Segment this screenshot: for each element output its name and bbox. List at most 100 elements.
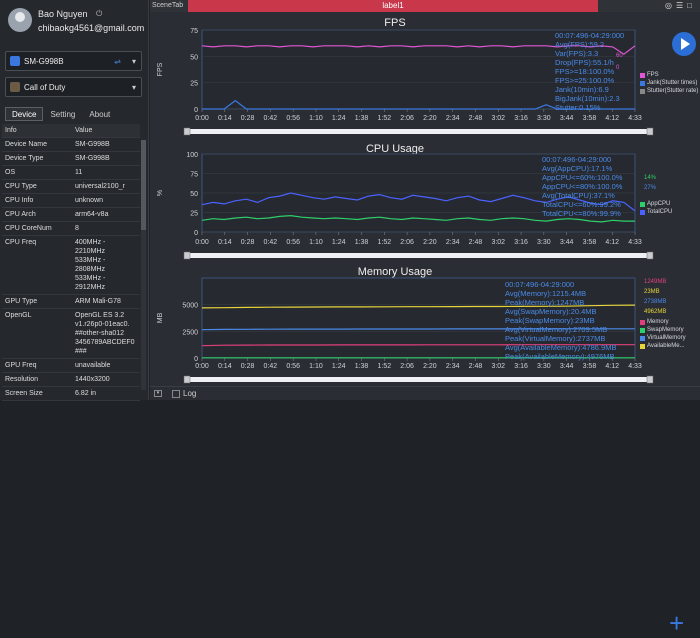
left-panel: Bao Nguyen ⏻ chibaokg4561@gmail.com SM-G… [0,0,149,401]
overlay-stat: FPS>=18:100.0% [555,67,615,76]
power-icon[interactable]: ⏻ [96,9,103,18]
table-header: Info Value [2,124,140,138]
table-row[interactable]: Resolution 1440x3200 [2,373,140,387]
legend-memory[interactable]: Memory [640,318,686,326]
info-value: 6.82 in [75,390,97,397]
label-tab[interactable]: label1 [188,0,598,12]
info-key: Screen Size [5,390,43,397]
scene-tab[interactable]: SceneTab [152,2,184,9]
x-tick-label: 3:44 [560,363,574,370]
x-tick-label: 2:20 [423,115,437,122]
y-axis-label: MB [157,312,164,323]
wifi-icon[interactable]: ⇌ [114,57,121,66]
slider-handle[interactable] [183,375,191,384]
menu-icon[interactable]: ☰ [675,1,688,10]
table-row[interactable]: OS 11 [2,166,140,180]
table-row[interactable]: CPU CoreNum 8 [2,222,140,236]
series-line-availablememory [201,304,636,309]
legend-totalcpu[interactable]: TotalCPU [640,208,672,216]
add-button[interactable]: + [669,608,685,638]
x-tick-label: 2:48 [469,363,483,370]
legend-appcpu[interactable]: AppCPU [640,200,672,208]
overlay-stat: Avg(AvailableMemory):4786.9MB [505,343,617,352]
info-value: unavailable [75,362,111,369]
table-row[interactable]: CPU Arch arm64-v8a [2,208,140,222]
location-icon[interactable]: ◎ [665,1,676,10]
info-key: GPU Type [5,298,38,305]
log-label: Log [183,389,197,398]
table-row[interactable]: CPU Freq 400MHz - 2210MHz 533MHz - 2808MH… [2,236,140,295]
dropdown-toggle[interactable]: ▾ [154,390,162,397]
x-tick-label: 3:30 [537,363,551,370]
x-tick-label: 0:28 [241,363,255,370]
legend-available[interactable]: AvailableMe... [640,342,686,350]
slider-handle[interactable] [646,127,654,136]
x-tick-label: 1:24 [332,115,346,122]
table-row[interactable]: Device Name SM-G998B [2,138,140,152]
memory-title: Memory Usage [357,266,433,278]
overlay-stat: Avg(VirtualMemory):2709.5MB [505,325,608,334]
timeline-slider[interactable] [184,253,653,258]
series-line-fps [201,45,636,55]
x-tick-label: 3:16 [514,115,528,122]
x-tick-label: 3:44 [560,115,574,122]
x-tick-label: 3:58 [583,239,597,246]
legend-jank[interactable]: Jank(Stutter times) [640,79,698,87]
timeline-slider[interactable] [184,377,653,382]
x-tick-label: 3:30 [537,239,551,246]
cpu-chart[interactable]: 0 25 50 75 100% 0:00 0:14 0:28 0:42 0:56 1:10 1:24 1… [150,140,700,264]
overlay-stat: 00:07:496-04:29:000 [505,280,575,289]
overlay-stat: Peak(SwapMemory):23MB [505,316,595,325]
tab-about[interactable]: About [89,110,111,119]
fps-chart[interactable]: 0 25 50 75 FPS 0:00 0:14 0:28 0:42 0:56 1:10 1:24 1:… [150,14,700,140]
legend-fps[interactable]: FPS [640,71,698,79]
chevron-down-icon: ▾ [131,57,136,66]
x-tick-label: 2:20 [423,239,437,246]
table-row[interactable]: Device Type SM-G998B [2,152,140,166]
table-row[interactable]: OpenGL OpenGL ES 3.2 v1.r26p0-01eac0. ##o… [2,309,140,359]
play-button[interactable] [672,32,696,56]
table-row[interactable]: CPU Info unknown [2,194,140,208]
app-select-value: Call of Duty [24,83,66,92]
tab-setting[interactable]: Setting [50,110,76,119]
overlay-stat: Peak(AvailableMemory):4976MB [505,352,615,361]
device-info-table: Info Value Device Name SM-G998B Device Typ… [2,124,140,401]
table-row[interactable]: CPU Type universal2100_r [2,180,140,194]
x-tick-label: 3:16 [514,363,528,370]
log-checkbox[interactable] [172,390,180,398]
fps-panel: FPS 0 25 50 75 FPS 0:00 0:14 0:28 0:42 0:56 1:10 1:… [150,14,700,140]
x-tick-label: 4:12 [605,239,619,246]
table-row[interactable]: GPU Freq unavailable [2,359,140,373]
avatar[interactable] [8,8,32,32]
series-line-virtualmemory [201,328,635,331]
memory-chart[interactable]: 0 2500 5000 MB 0:00 0:14 0:28 0:42 0:56 1:10 1:24 1… [150,264,700,386]
legend-swap[interactable]: SwapMemory [640,326,686,334]
y-tick-label: 50 [190,191,198,198]
overlay-stat: 00:07:496-04:29:000 [542,155,612,164]
overlay-stat: Avg(AppCPU):17.1% [542,164,613,173]
timeline-slider[interactable] [184,129,653,134]
legend-virtual[interactable]: VirtualMemory [640,334,686,342]
table-row[interactable]: GPU Type ARM Mali-G78 [2,295,140,309]
app-select[interactable]: Call of Duty ▾ [5,77,142,97]
slider-handle[interactable] [646,375,654,384]
info-key: CPU Info [5,197,34,204]
x-tick-label: 0:56 [286,239,300,246]
x-tick-label: 1:10 [309,363,323,370]
y-tick-label: 0 [194,356,198,363]
tab-device[interactable]: Device [5,107,44,121]
header-value: Value [75,127,93,134]
x-tick-label: 1:38 [355,115,369,122]
y-tick-label: 2500 [182,329,198,336]
device-select[interactable]: SM-G998B ⇌ ▾ [5,51,142,71]
folder-icon[interactable]: □ [687,1,696,10]
memory-side-values: 1249MB 23MB 2738MB 4962MB [644,278,666,316]
legend-stutter[interactable]: Stutter(Stutter rate) [640,87,698,95]
table-scrollbar[interactable] [141,140,146,390]
slider-handle[interactable] [183,127,191,136]
x-tick-label: 3:02 [491,115,505,122]
memory-panel: Memory Usage 0 2500 5000 MB 0:00 0:14 0:28 0:42… [150,264,700,636]
slider-handle[interactable] [183,251,191,260]
table-row[interactable]: Screen Size 6.82 in [2,387,140,401]
slider-handle[interactable] [646,251,654,260]
